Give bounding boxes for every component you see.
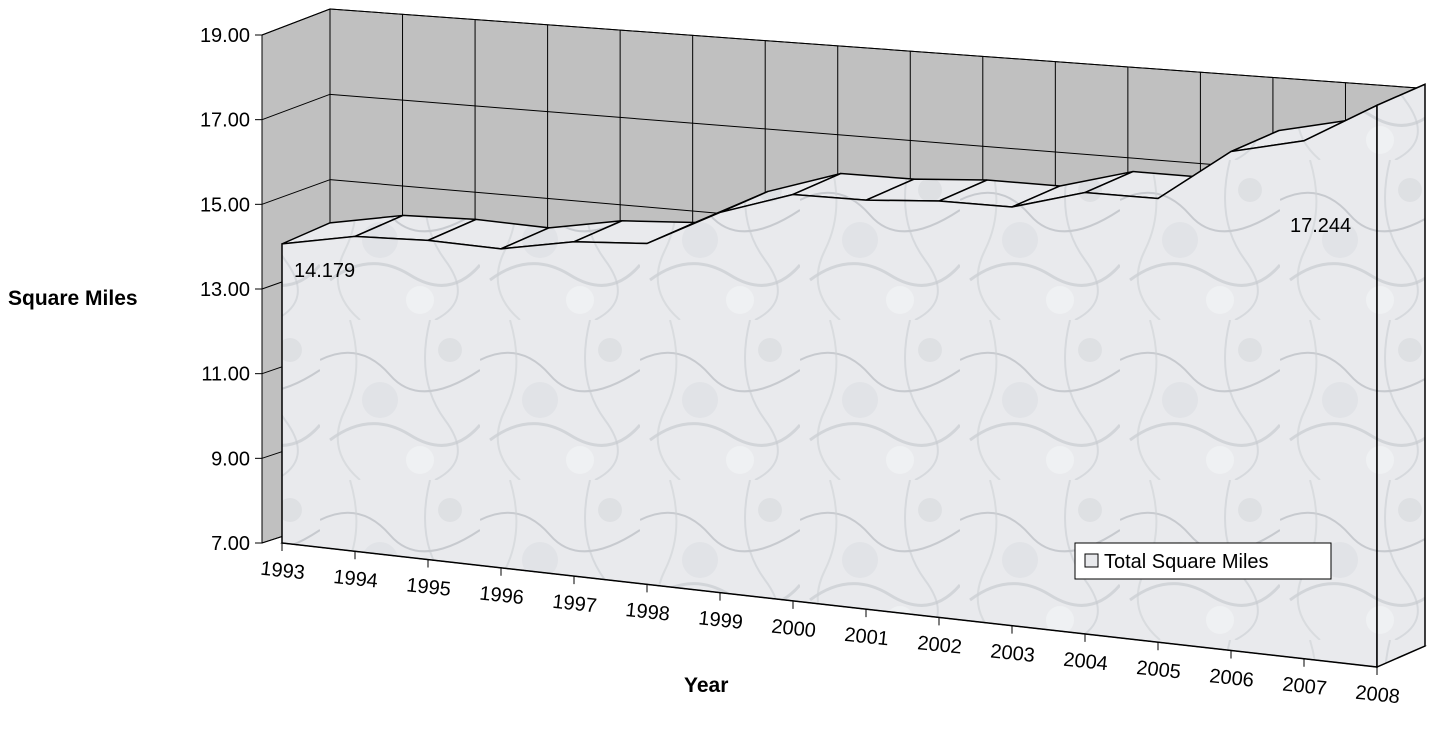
gridline-side (261, 179, 331, 205)
x-tick-label: 1998 (624, 599, 671, 626)
x-axis-line (281, 542, 1378, 668)
y-tick-label: 11.00 (201, 364, 250, 386)
x-tick-label: 2006 (1208, 665, 1255, 692)
y-tick-label: 15.00 (200, 194, 250, 216)
x-tick-label: 1993 (259, 558, 306, 585)
gridline-horizontal (329, 8, 1419, 89)
x-tick-label: 1997 (551, 591, 598, 618)
x-tick-label: 2002 (916, 632, 963, 659)
x-tick-label: 2003 (989, 640, 1036, 667)
data-label-first: 14.179 (294, 260, 355, 282)
data-label-last: 17.244 (1290, 215, 1351, 237)
y-tick-label: 7.00 (211, 533, 250, 555)
y-axis-title: Square Miles (8, 287, 138, 310)
x-axis-title: Year (684, 674, 728, 697)
x-tick-label: 2005 (1135, 657, 1182, 684)
gridline-side (261, 93, 331, 121)
gridline-side (261, 8, 331, 36)
y-tick-label: 13.00 (200, 279, 250, 301)
y-tick-label: 9.00 (211, 448, 250, 470)
x-tick-label: 1996 (478, 583, 525, 610)
x-tick-label: 1994 (332, 566, 379, 593)
x-tick-label: 2000 (770, 616, 817, 643)
y-tick-label: 19.00 (200, 25, 250, 47)
x-tick-label: 1995 (405, 574, 452, 601)
area-end-face (1376, 83, 1426, 669)
x-tick-label: 2008 (1354, 682, 1401, 709)
legend-box (1074, 542, 1332, 580)
legend-label: Total Square Miles (1104, 551, 1269, 573)
x-tick-label: 2001 (843, 624, 890, 651)
x-tick-label: 2004 (1062, 649, 1109, 676)
legend-swatch (1084, 553, 1099, 568)
y-tick-label: 17.00 (200, 110, 250, 132)
x-tick-label: 1999 (697, 607, 744, 634)
legend: Total Square Miles (1074, 542, 1332, 580)
x-tick-label: 2007 (1281, 674, 1328, 701)
